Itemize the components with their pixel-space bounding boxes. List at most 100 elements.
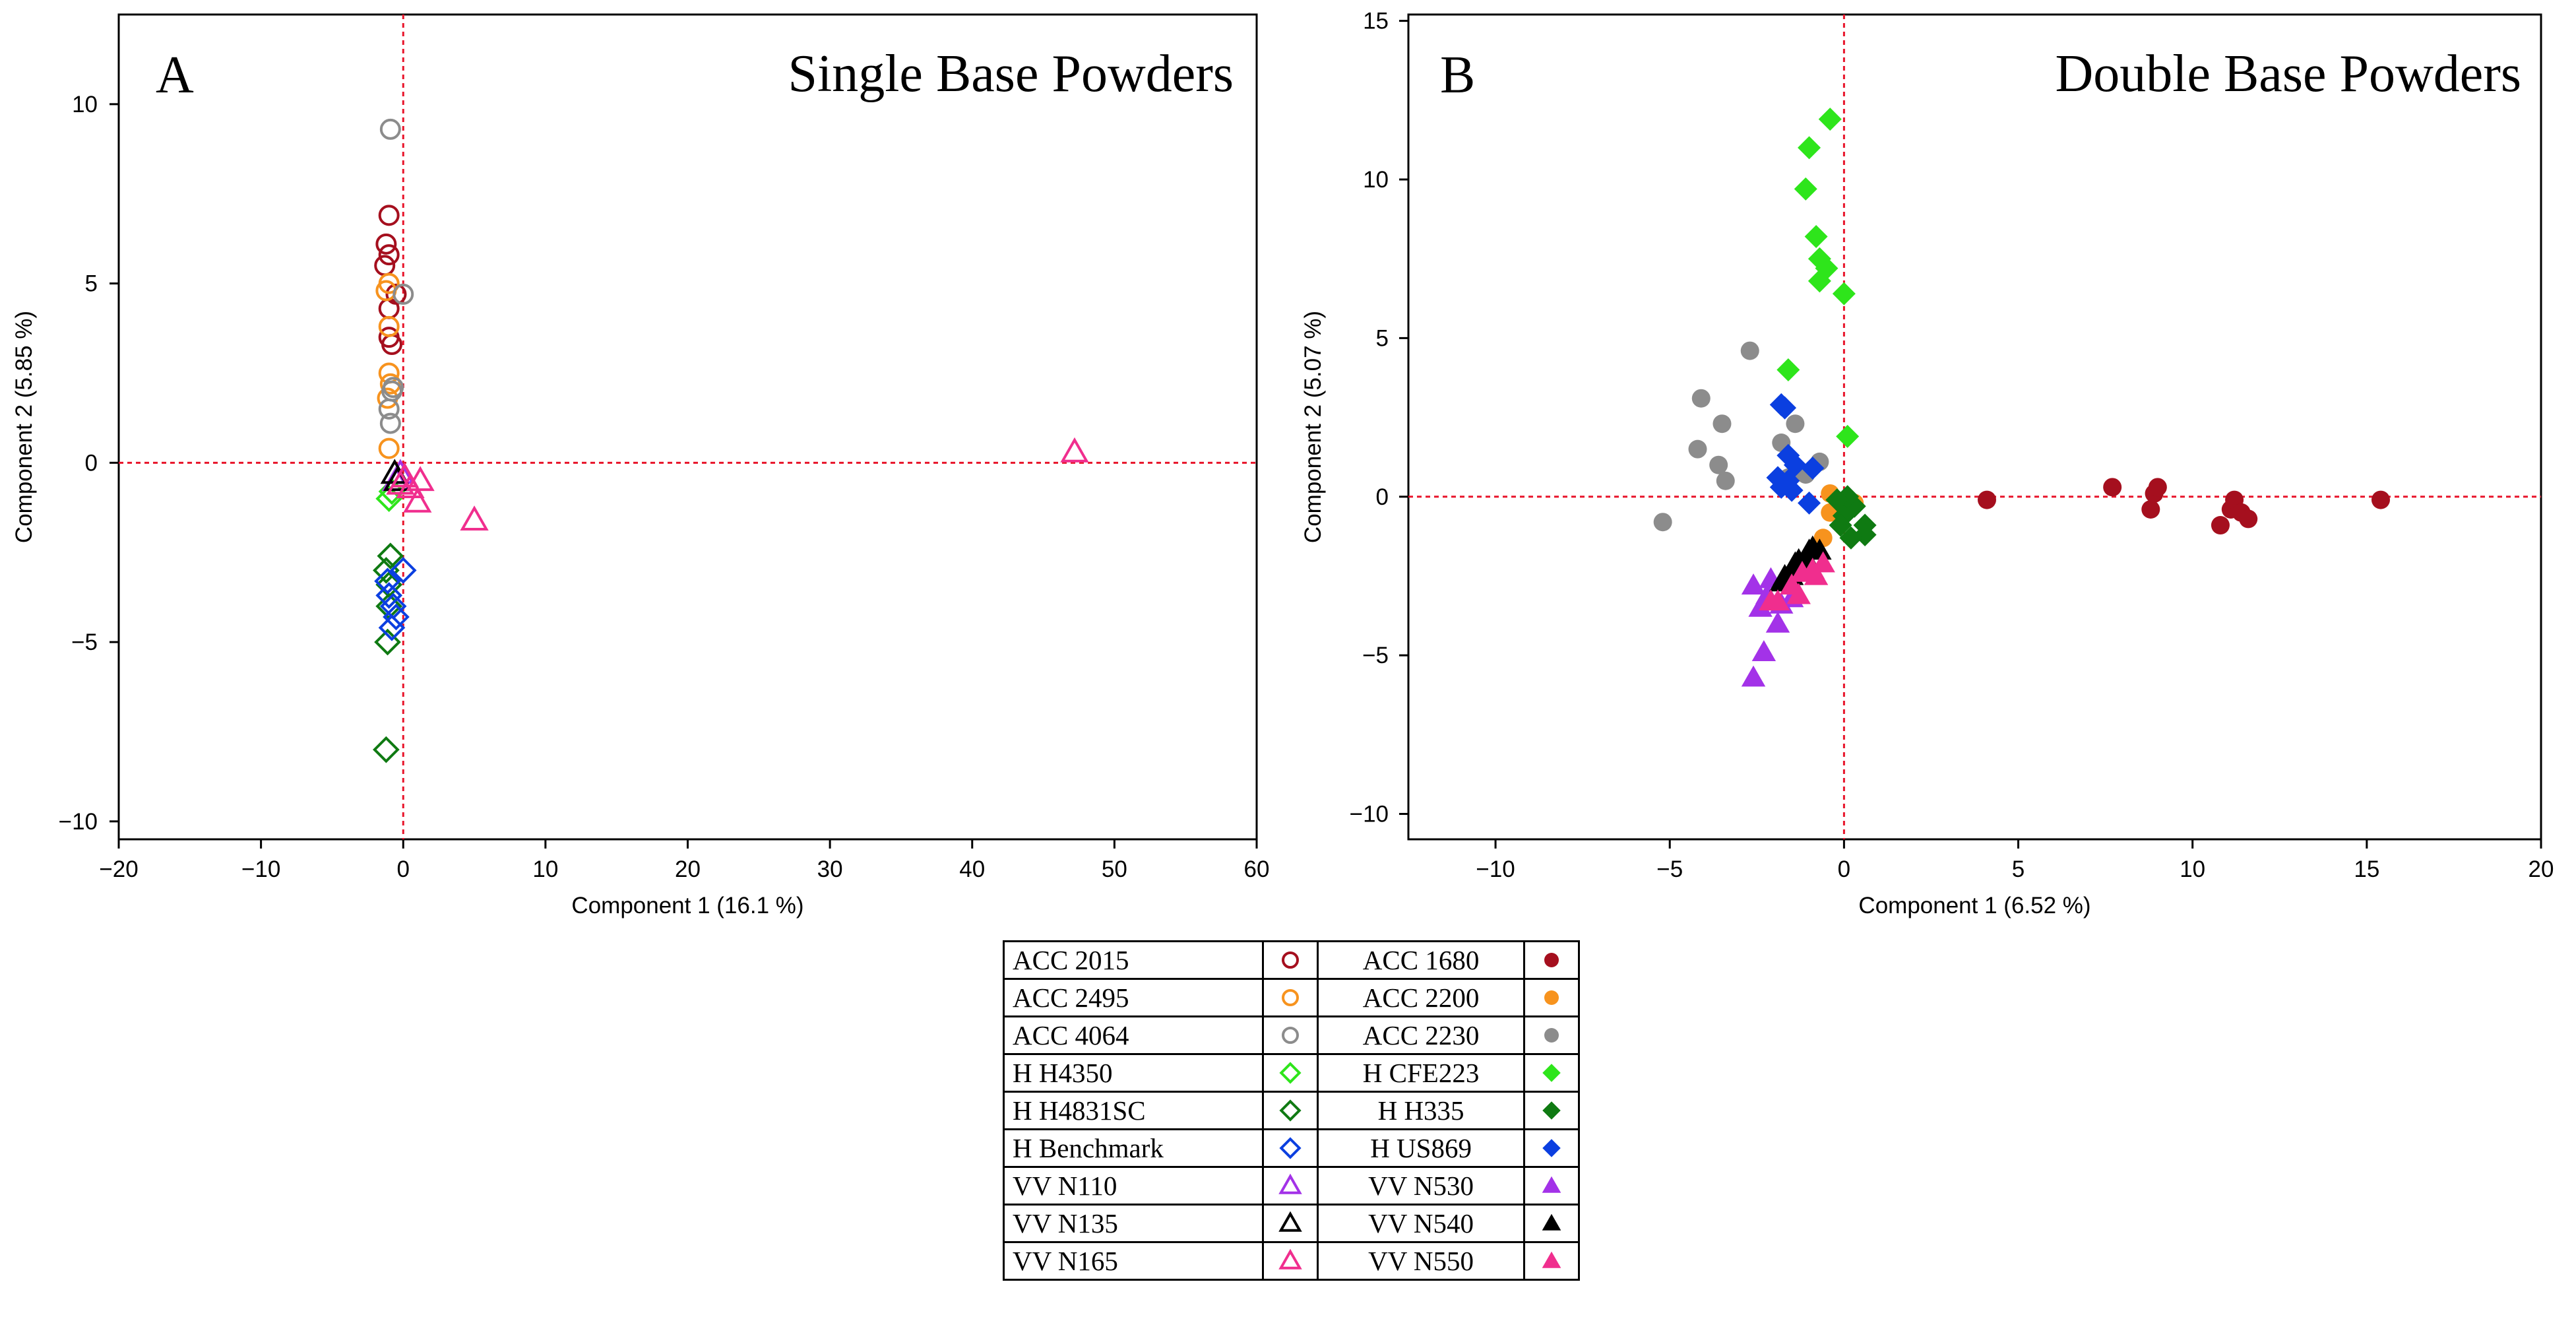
- data-point: [378, 327, 400, 348]
- legend-label-double-base: H H335: [1317, 1091, 1525, 1130]
- circle-filled-marker-icon: [1544, 1028, 1559, 1043]
- legend-symbol-single-base: [1262, 1015, 1319, 1055]
- legend-symbol-single-base: [1262, 978, 1319, 1017]
- legend-row: ACC 2015 ACC 1680: [1002, 940, 1580, 980]
- legend-label-double-base: ACC 1680: [1317, 940, 1525, 980]
- diamond-open-marker-icon: [1279, 1137, 1302, 1159]
- legend-marker-icon: [1279, 1062, 1302, 1084]
- data-point: [1741, 573, 1766, 595]
- data-point: [1740, 341, 1759, 360]
- data-point: [2148, 478, 2167, 497]
- legend-row: ACC 4064 ACC 2230: [1002, 1015, 1580, 1055]
- data-point: [378, 437, 400, 459]
- data-point: [1801, 457, 1825, 480]
- panel-b-title: Double Base Powders: [2055, 45, 2521, 103]
- data-point: [393, 283, 414, 305]
- panel-a-chart: A Single Base Powders −20 −10 0 10 20 30 40 50 6…: [11, 13, 1269, 918]
- legend-label-double-base: ACC 2200: [1317, 978, 1525, 1017]
- diamond-open-marker-icon: [1279, 1062, 1302, 1084]
- panel-b-x-tick-label: 0: [1838, 856, 1850, 882]
- diamond-filled-marker-icon: [1542, 1064, 1561, 1082]
- data-point: [1798, 136, 1821, 160]
- diamond-open-marker-icon: [1279, 1099, 1302, 1122]
- data-point: [1765, 611, 1790, 633]
- data-point: [386, 469, 415, 495]
- panel-a-y-tick-label: 5: [85, 271, 98, 297]
- panel-b-y-tick-label: −5: [1362, 643, 1389, 668]
- data-point: [379, 118, 401, 140]
- legend-label-single-base: ACC 2015: [1002, 940, 1265, 980]
- legend-label-single-base: H H4831SC: [1002, 1091, 1265, 1130]
- triangle-filled-marker-icon: [1542, 1176, 1561, 1193]
- legend-marker-icon: [1282, 951, 1300, 969]
- panel-b-x-tick-label: 5: [2012, 856, 2025, 882]
- legend-marker-icon: [1542, 1213, 1561, 1231]
- legend-marker-icon: [1279, 1099, 1302, 1122]
- data-point: [1829, 513, 1852, 537]
- data-point: [406, 466, 435, 492]
- legend-label-single-base: VV N135: [1002, 1204, 1265, 1243]
- legend-label-single-base: VV N110: [1002, 1166, 1265, 1206]
- legend-label-double-base: ACC 2230: [1317, 1015, 1525, 1055]
- circle-open-marker-icon: [1282, 951, 1300, 969]
- circle-filled-marker-icon: [1544, 990, 1559, 1005]
- legend-symbol-double-base: [1523, 1015, 1580, 1055]
- diamond-filled-marker-icon: [1542, 1139, 1561, 1157]
- panel-b-y-tick-label: −10: [1350, 802, 1389, 827]
- data-point: [1804, 225, 1828, 249]
- panel-b-letter: B: [1440, 46, 1475, 104]
- data-point: [460, 505, 489, 531]
- panel-b-y-tick-label: 5: [1376, 325, 1389, 351]
- data-point: [378, 298, 400, 319]
- legend-symbol-single-base: [1262, 1053, 1319, 1093]
- panel-b-y-tick-label: 0: [1376, 484, 1389, 510]
- legend-symbol-double-base: [1523, 1241, 1580, 1281]
- data-point: [1653, 513, 1672, 532]
- legend-label-single-base: ACC 4064: [1002, 1015, 1265, 1055]
- data-point: [373, 736, 400, 763]
- legend-marker-icon: [1542, 1251, 1561, 1268]
- panel-b-x-tick-label: 15: [2354, 856, 2379, 882]
- data-point: [403, 487, 432, 513]
- triangle-filled-marker-icon: [1542, 1213, 1561, 1231]
- data-point: [389, 557, 417, 584]
- panel-a-x-tick-label: 0: [397, 856, 410, 882]
- panel-b-series-acc-2230: [1653, 341, 1829, 532]
- data-point: [379, 593, 407, 620]
- legend-row: VV N135 VV N540: [1002, 1204, 1580, 1243]
- data-point: [374, 567, 401, 595]
- data-point: [1709, 455, 1728, 474]
- data-point: [1977, 490, 1996, 509]
- data-point: [1786, 414, 1805, 434]
- panel-a-x-tick-label: 40: [959, 856, 985, 882]
- data-point: [1712, 414, 1732, 434]
- data-point: [2371, 490, 2390, 509]
- data-point: [1798, 491, 1821, 515]
- legend-row: H H4350 H CFE223: [1002, 1053, 1580, 1093]
- data-point: [375, 571, 403, 598]
- panel-b-series-h-cfe223: [1776, 108, 1860, 448]
- panel-b-chart: B Double Base Powders −10 −5 0 5 10 15 20 −10 −5…: [1300, 9, 2554, 918]
- data-point: [1773, 396, 1797, 420]
- data-point: [1751, 640, 1776, 661]
- diamond-filled-marker-icon: [1542, 1101, 1561, 1120]
- panel-a-x-tick-label: 10: [532, 856, 558, 882]
- data-point: [1741, 665, 1766, 687]
- data-point: [1818, 108, 1842, 131]
- panel-b-y-tick-label: 10: [1363, 167, 1389, 193]
- data-point: [2211, 516, 2230, 535]
- legend-symbol-single-base: [1262, 940, 1319, 980]
- data-point: [1804, 563, 1829, 585]
- data-point: [378, 244, 400, 266]
- panel-a-x-tick-label: −10: [241, 856, 280, 882]
- data-point: [2103, 478, 2122, 497]
- panel-a-title: Single Base Powders: [788, 45, 1234, 103]
- legend-label-single-base: VV N165: [1002, 1241, 1265, 1281]
- legend-label-double-base: VV N530: [1317, 1166, 1525, 1206]
- legend-symbol-double-base: [1523, 1091, 1580, 1130]
- panel-b-x-tick-label: 20: [2529, 856, 2554, 882]
- data-point: [1765, 589, 1790, 611]
- data-point: [1776, 358, 1800, 381]
- panel-b-x-tick-label: −10: [1476, 856, 1515, 882]
- data-point: [1807, 538, 1832, 560]
